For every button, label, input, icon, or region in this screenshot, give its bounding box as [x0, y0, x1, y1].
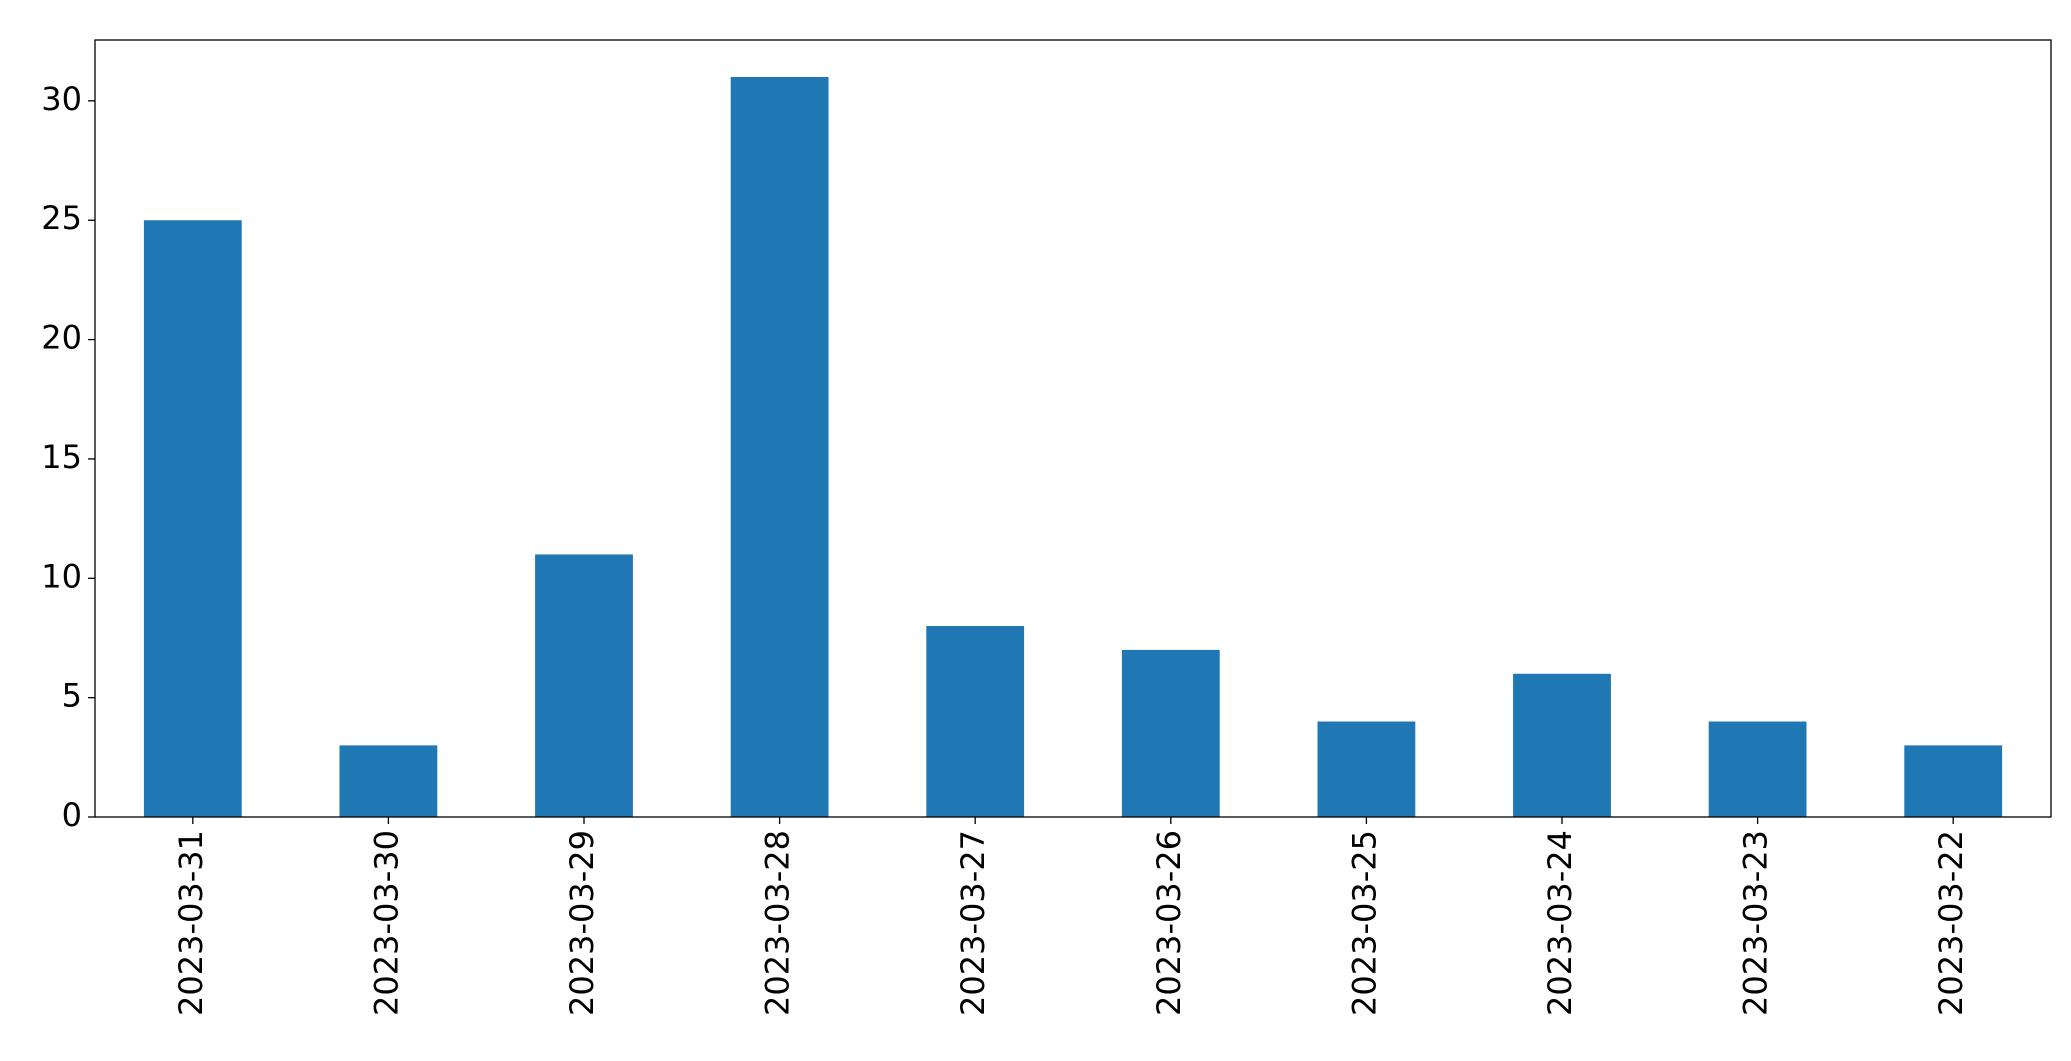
- y-tick-label: 5: [62, 677, 82, 715]
- x-tick-label: 2023-03-30: [367, 830, 405, 1016]
- x-tick-label: 2023-03-23: [1737, 830, 1775, 1016]
- y-tick-label: 30: [41, 80, 82, 118]
- x-tick-label: 2023-03-25: [1345, 830, 1383, 1016]
- y-tick-label: 20: [41, 319, 82, 357]
- bar: [1904, 745, 2003, 817]
- y-tick-label: 10: [41, 557, 82, 595]
- x-tick-label: 2023-03-22: [1932, 830, 1970, 1016]
- x-tick-label: 2023-03-29: [563, 830, 601, 1016]
- y-tick-label: 0: [62, 796, 82, 834]
- bar: [1513, 673, 1611, 817]
- bar: [1708, 721, 1807, 817]
- plot-frame: [94, 39, 2052, 818]
- x-tick-label: 2023-03-28: [759, 830, 797, 1016]
- x-tick-label: 2023-03-31: [172, 830, 210, 1016]
- x-tick-label: 2023-03-26: [1150, 830, 1188, 1016]
- bar: [339, 745, 438, 817]
- x-tick-label: 2023-03-27: [954, 830, 992, 1016]
- bar: [1317, 721, 1416, 817]
- x-tick-label: 2023-03-24: [1541, 830, 1579, 1016]
- y-tick-label: 25: [41, 199, 82, 237]
- bar: [535, 554, 633, 817]
- bar: [1121, 649, 1220, 817]
- bar: [730, 77, 829, 817]
- bar: [926, 626, 1025, 817]
- bar: [143, 220, 242, 817]
- y-tick-label: 15: [41, 438, 82, 476]
